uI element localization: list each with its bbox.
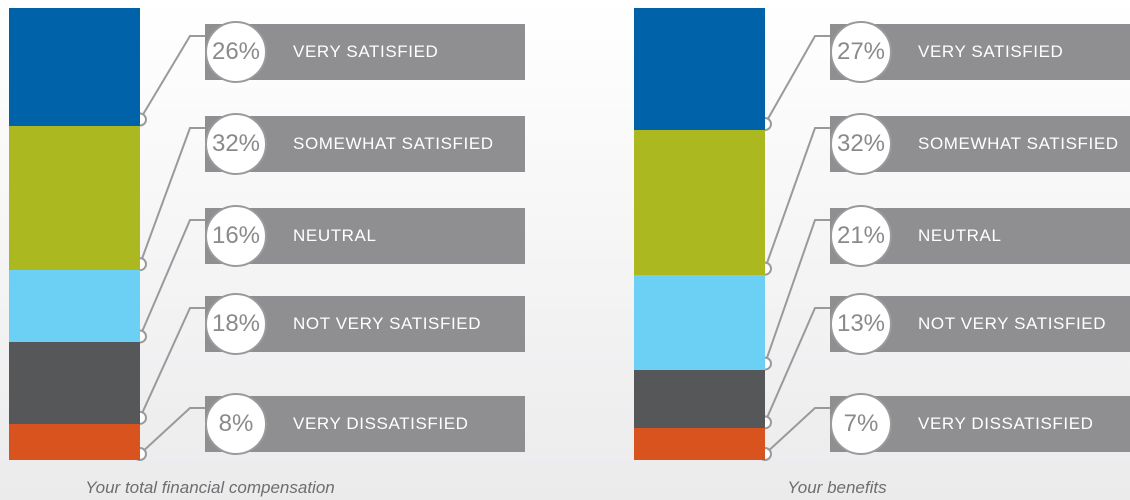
- percent-label-not-very-satisfied: 13%: [830, 293, 892, 355]
- leader-line-neutral: [139, 219, 209, 337]
- percent-label-not-very-satisfied: 18%: [205, 293, 267, 355]
- leader-line-very-satisfied: [764, 35, 834, 125]
- percent-label-somewhat-satisfied: 32%: [205, 113, 267, 175]
- bar-segment-not-very-satisfied: [9, 342, 140, 424]
- bar-segment-very-dissatisfied: [634, 428, 765, 460]
- bar-segment-very-satisfied: [634, 8, 765, 131]
- bar-segment-very-dissatisfied: [9, 423, 140, 460]
- percent-label-very-satisfied: 27%: [830, 21, 892, 83]
- bar-segment-very-satisfied: [9, 8, 140, 126]
- leader-line-very-dissatisfied: [139, 407, 209, 455]
- bar-segment-somewhat-satisfied: [9, 125, 140, 271]
- percent-label-very-dissatisfied: 7%: [830, 393, 892, 455]
- leader-line-somewhat-satisfied: [139, 127, 209, 265]
- percent-label-neutral: 16%: [205, 205, 267, 267]
- percent-label-very-satisfied: 26%: [205, 21, 267, 83]
- chart-caption: Your benefits: [787, 478, 887, 497]
- chart-caption: Your total financial compensation: [85, 478, 335, 497]
- leader-line-very-dissatisfied: [764, 407, 834, 455]
- leader-line-neutral: [764, 219, 834, 364]
- bar-segment-neutral: [9, 270, 140, 343]
- bar-segment-not-very-satisfied: [634, 369, 765, 429]
- leader-line-somewhat-satisfied: [764, 127, 834, 270]
- chart-panel-compensation: VERY SATISFIED 26% SOMEWHAT SATISFIED 32% NE…: [0, 0, 560, 500]
- leader-line-not-very-satisfied: [764, 307, 834, 423]
- percent-label-very-dissatisfied: 8%: [205, 393, 267, 455]
- bar-segment-neutral: [634, 274, 765, 370]
- leader-line-very-satisfied: [139, 35, 209, 121]
- percent-label-neutral: 21%: [830, 205, 892, 267]
- chart-panel-benefits: VERY SATISFIED 27% SOMEWHAT SATISFIED 32% NE…: [625, 0, 1130, 500]
- leader-line-not-very-satisfied: [139, 307, 209, 419]
- bar-segment-somewhat-satisfied: [634, 130, 765, 275]
- percent-label-somewhat-satisfied: 32%: [830, 113, 892, 175]
